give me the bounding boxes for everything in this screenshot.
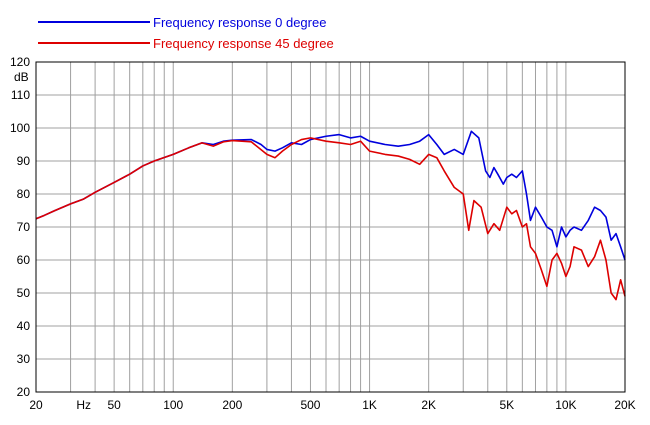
x-tick-label: 200 (222, 398, 242, 412)
y-tick-label: 90 (17, 154, 31, 168)
y-tick-label: 70 (17, 220, 31, 234)
legend-label-45-degree: Frequency response 45 degree (153, 36, 334, 51)
grid (36, 62, 625, 392)
y-tick-label: 60 (17, 253, 31, 267)
y-tick-label: 50 (17, 286, 31, 300)
y-tick-label: 120 (10, 55, 30, 69)
x-tick-label: 5K (499, 398, 514, 412)
x-tick-label: 20 (29, 398, 43, 412)
legend-label-0-degree: Frequency response 0 degree (153, 15, 326, 30)
y-tick-label: 110 (11, 88, 30, 102)
x-tick-label: 50 (107, 398, 121, 412)
series-lines (35, 130, 626, 301)
y-tick-label: 100 (10, 121, 30, 135)
x-tick-label: 1K (362, 398, 377, 412)
y-tick-label: 20 (17, 385, 31, 399)
x-tick-label: 500 (300, 398, 320, 412)
x-tick-label: 100 (163, 398, 183, 412)
x-axis-ticks: 20 Hz 50 100 200 500 1K 2K 5K 10K 20K (29, 398, 635, 412)
x-tick-label: Hz (76, 398, 91, 412)
x-tick-label: 20K (614, 398, 635, 412)
y-axis-unit: dB (14, 70, 29, 84)
x-tick-label: 2K (421, 398, 436, 412)
series-line-45-degree (35, 137, 626, 301)
y-tick-label: 30 (17, 352, 31, 366)
plot-frame (35, 61, 626, 393)
series-line-0-degree (35, 130, 626, 261)
y-axis-ticks: 20 30 40 50 60 70 80 90 100 110 120 (10, 55, 30, 399)
legend: Frequency response 0 degree Frequency re… (38, 15, 334, 51)
y-tick-label: 40 (17, 319, 31, 333)
y-tick-label: 80 (17, 187, 31, 201)
x-tick-label: 10K (555, 398, 576, 412)
